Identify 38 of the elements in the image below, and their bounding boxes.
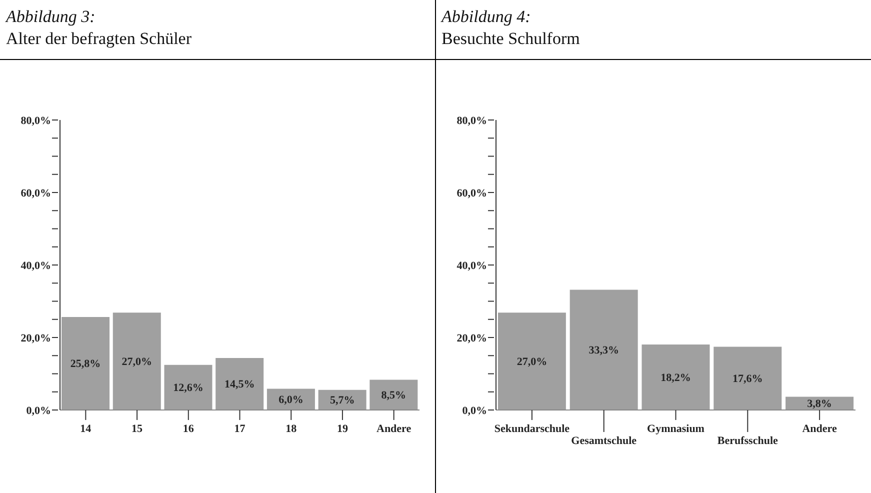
data-label: 27,0%	[516, 356, 547, 368]
x-tick-label: 17	[234, 423, 246, 435]
y-tick-label: 0,0%	[26, 405, 51, 417]
x-tick-label: Berufsschule	[716, 435, 778, 447]
chart-title: Abbildung 3:	[6, 6, 96, 28]
data-label: 33,3%	[588, 344, 618, 357]
y-tick-label: 60,0%	[456, 188, 486, 200]
x-tick-label: Sekundarschule	[494, 423, 570, 435]
y-tick-label: 0,0%	[462, 405, 486, 417]
y-tick-label: 40,0%	[20, 260, 51, 272]
data-label: 3,8%	[806, 398, 832, 410]
chart-title: Abbildung 4:	[442, 6, 532, 28]
y-tick-label: 80,0%	[456, 115, 486, 127]
data-label: 12,6%	[173, 382, 204, 394]
x-tick-label: 19	[336, 423, 348, 435]
x-tick-label: 16	[182, 423, 194, 435]
x-tick-label: Gesamtschule	[570, 435, 636, 447]
data-label: 18,2%	[660, 372, 690, 384]
x-tick-label: 14	[80, 423, 92, 435]
y-tick-label: 20,0%	[456, 332, 486, 344]
y-tick-label: 40,0%	[456, 260, 486, 272]
data-label: 27,0%	[122, 356, 152, 368]
data-label: 6,0%	[278, 394, 304, 406]
data-label: 25,8%	[70, 358, 101, 370]
y-tick-label: 20,0%	[20, 332, 51, 344]
data-label: 8,5%	[381, 390, 406, 402]
chart-subtitle: Alter der befragten Schüler	[6, 28, 192, 50]
y-tick-label: 60,0%	[20, 188, 51, 200]
data-label: 14,5%	[224, 378, 255, 391]
x-tick-label: Andere	[802, 423, 836, 435]
y-tick-label: 80,0%	[20, 115, 51, 127]
x-tick-label: 18	[286, 423, 298, 435]
x-tick-label: 15	[132, 423, 144, 435]
data-label: 17,6%	[732, 373, 762, 386]
x-tick-label: Gymnasium	[646, 423, 704, 435]
x-tick-label: Andere	[376, 423, 412, 435]
chart-subtitle: Besuchte Schulform	[442, 28, 581, 50]
data-label: 5,7%	[330, 394, 355, 407]
